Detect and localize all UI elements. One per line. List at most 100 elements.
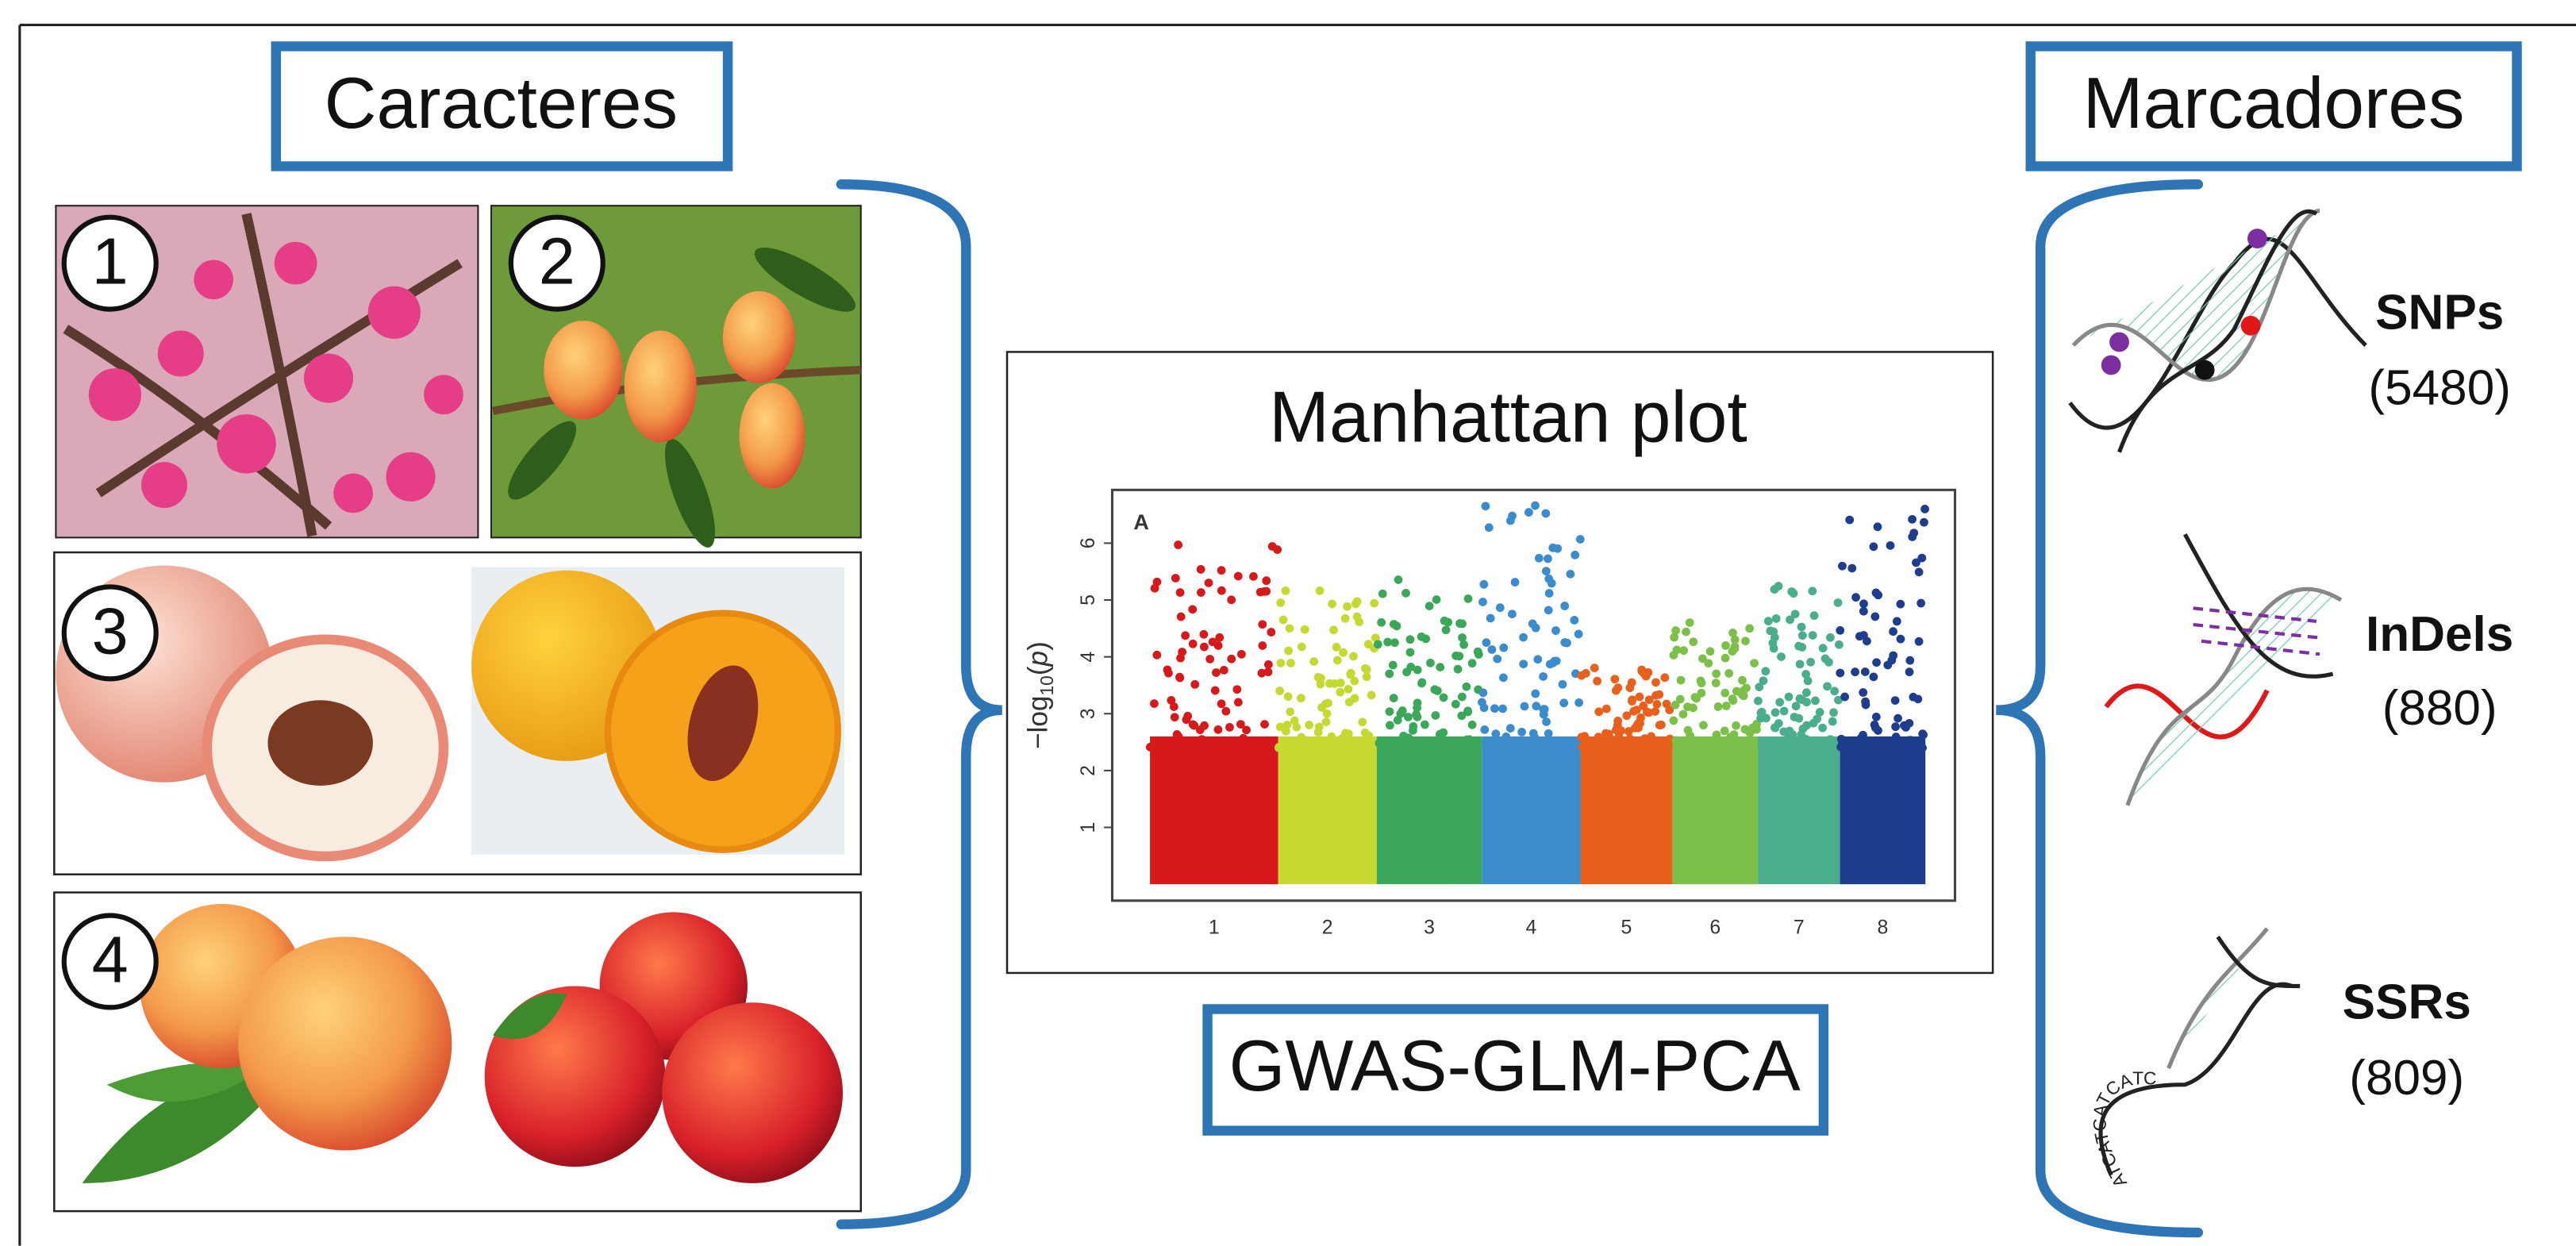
snp-point	[1531, 501, 1540, 510]
snp-point	[1905, 656, 1915, 665]
snp-point	[1784, 692, 1794, 702]
snp-point	[1742, 683, 1751, 693]
snp-point	[1481, 502, 1490, 511]
snp-point	[1644, 695, 1654, 705]
snp-point	[1210, 686, 1220, 695]
snp-point	[1486, 613, 1495, 623]
snp-point	[1472, 741, 1481, 751]
snp-point	[1571, 550, 1580, 560]
snp-point	[1533, 655, 1543, 664]
snp-point	[1167, 696, 1176, 705]
snp-point	[1860, 667, 1870, 676]
snp-point	[1385, 707, 1394, 717]
snp-point	[1544, 589, 1554, 598]
snp-point	[1286, 707, 1295, 717]
snp-point	[1155, 740, 1165, 749]
manhattan-title: Manhattan plot	[1269, 378, 1747, 458]
snp-point	[1601, 729, 1610, 738]
snp-point	[1891, 722, 1900, 732]
snp-point	[1528, 729, 1538, 738]
ssr-dna: ATCATCATCATC	[2089, 927, 2301, 1191]
snp-point	[1413, 665, 1422, 675]
snp-point	[1276, 659, 1286, 667]
snp-point	[1205, 655, 1215, 663]
snp-point	[1440, 616, 1449, 625]
snp-point	[1508, 610, 1517, 619]
snp-point	[1762, 713, 1771, 723]
snp-point	[1789, 742, 1798, 752]
snp-point	[1593, 676, 1602, 686]
snp-point	[1637, 738, 1646, 748]
snp-point	[1764, 743, 1774, 752]
snp-point	[1721, 736, 1729, 746]
snp-point	[1840, 692, 1849, 702]
marker-count: (880)	[2382, 681, 2497, 736]
snp-point	[1636, 713, 1645, 722]
snp-point	[1275, 722, 1285, 732]
snp-point	[1322, 709, 1332, 718]
snp-point	[1258, 620, 1267, 629]
snp-point	[1847, 563, 1857, 573]
snp-point	[1528, 743, 1537, 752]
snp-point	[1560, 602, 1570, 610]
snp-point	[1361, 663, 1370, 673]
snp-point	[1453, 664, 1463, 674]
snp-point	[1683, 725, 1693, 735]
snp-point	[1257, 668, 1267, 678]
marker-name: SSRs	[2343, 975, 2471, 1030]
snp-point	[1539, 710, 1548, 719]
snp-point	[1295, 736, 1305, 745]
snp-point	[1313, 673, 1323, 682]
snp-point	[1544, 606, 1553, 615]
snp-point	[1188, 639, 1198, 648]
snp-point	[1390, 638, 1399, 648]
snp-point	[1358, 717, 1367, 727]
snp-point	[1559, 743, 1568, 752]
snp-point	[1217, 699, 1226, 709]
snp-point	[1463, 594, 1473, 603]
snp-point	[1371, 633, 1380, 643]
snp-point	[1728, 696, 1738, 706]
snp-point	[1705, 647, 1715, 656]
snp-point	[1412, 710, 1421, 719]
snp-point	[1378, 589, 1387, 598]
snp-point	[1432, 686, 1442, 695]
snp-point	[1332, 643, 1341, 652]
snp-point	[1463, 707, 1473, 717]
snp-point	[1328, 599, 1337, 609]
y-label-prefix: −log	[1023, 696, 1054, 750]
snp-point	[1645, 743, 1655, 752]
snp-point	[1721, 702, 1731, 710]
snp-point	[1855, 632, 1864, 641]
snp-point	[1432, 595, 1441, 604]
snp-point	[1891, 733, 1901, 741]
snp-point	[1373, 640, 1382, 649]
snp-cloud	[1376, 736, 1482, 885]
snp-point	[1350, 676, 1359, 686]
snp-point	[1152, 650, 1162, 660]
snp-point	[1869, 743, 1878, 752]
snp-point	[1458, 633, 1467, 642]
snp-point	[1777, 652, 1786, 661]
snp-point	[1465, 735, 1474, 744]
snp-point	[1284, 646, 1293, 656]
snp-point	[1797, 622, 1806, 632]
right-brace	[1996, 179, 2204, 1238]
x-tick-label: 1	[1209, 917, 1220, 939]
snp-point	[1730, 642, 1740, 652]
snp-point	[1544, 554, 1552, 563]
snp-point	[1665, 706, 1674, 714]
snp-point	[1870, 723, 1880, 733]
snp-point	[1886, 540, 1895, 550]
snp-point	[1594, 733, 1603, 742]
snp-point	[1660, 742, 1670, 752]
snp-point	[1292, 722, 1301, 732]
marker-count: (809)	[2349, 1051, 2464, 1106]
snp-point	[1170, 713, 1179, 722]
ssr-sequence-text: ATCATCATCATC	[2089, 1068, 2156, 1191]
snp-point	[1861, 697, 1870, 706]
y-tick-label: 6	[1078, 537, 1099, 548]
snp-point	[1670, 633, 1679, 642]
marker-count: (5480)	[2368, 361, 2511, 416]
snp-point	[1329, 625, 1338, 635]
